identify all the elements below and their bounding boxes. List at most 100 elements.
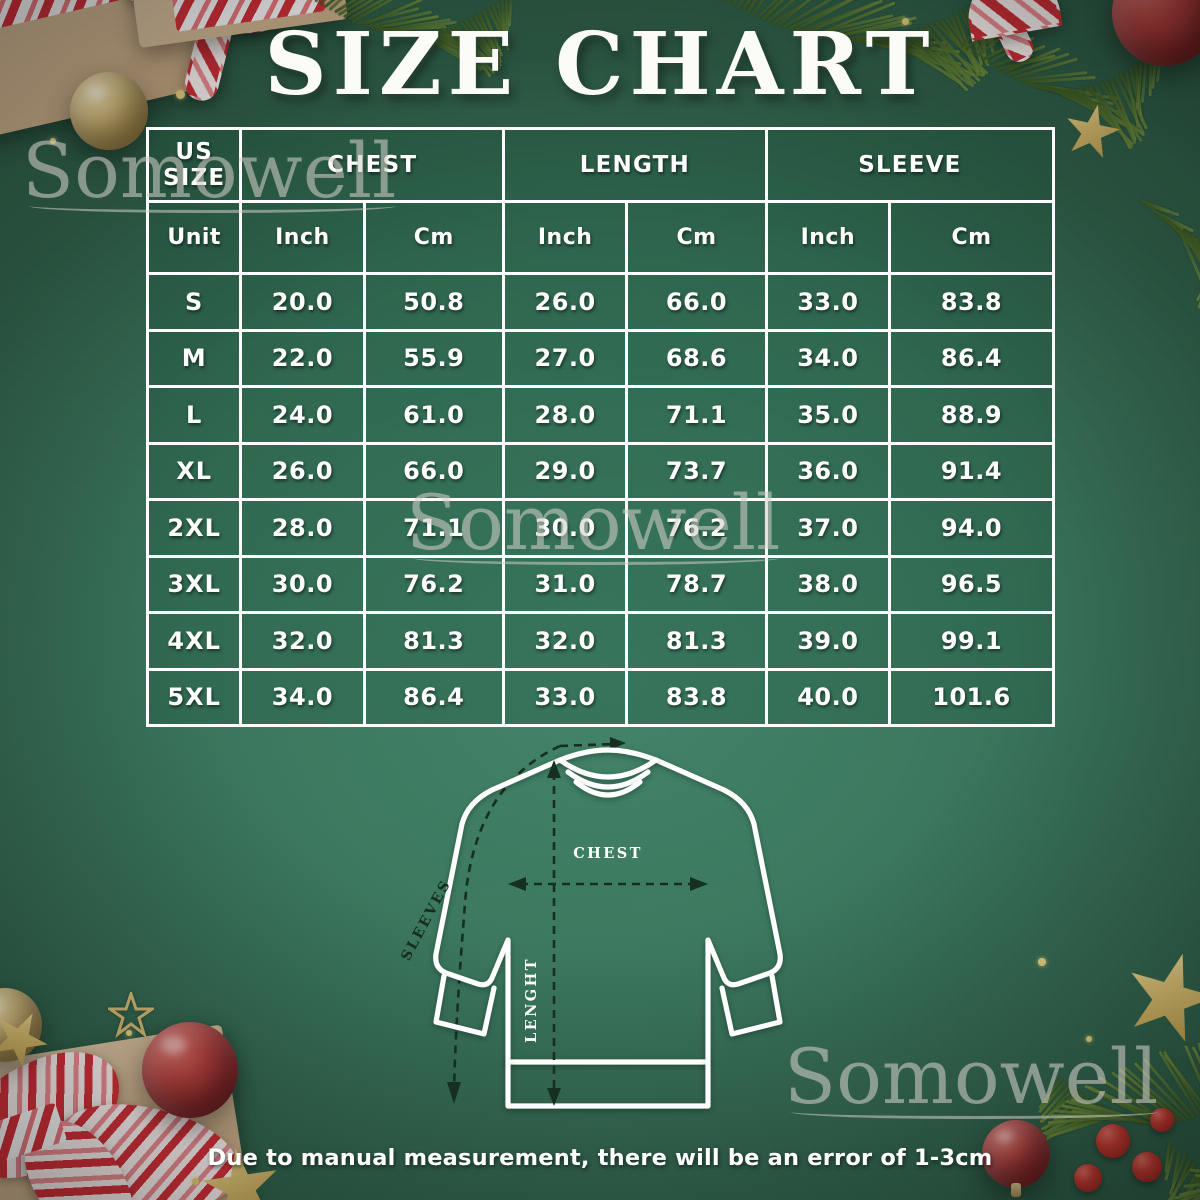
cell-chest-in: 20.0	[241, 274, 364, 331]
page-title: SIZE CHART	[0, 18, 1200, 113]
table-group-header-row: US SIZE CHEST LENGTH SLEEVE	[148, 129, 1054, 202]
cell-chest-in: 26.0	[241, 443, 364, 500]
cell-length-cm: 71.1	[627, 387, 767, 444]
cell-us-size: 4XL	[148, 613, 241, 670]
sparkle-dot	[50, 138, 56, 144]
cell-chest-cm: 50.8	[364, 274, 504, 331]
size-chart-body: S 20.0 50.8 26.0 66.0 33.0 83.8 M 22.0 55.9 27.0 68…	[148, 274, 1054, 726]
cell-sleeve-in: 40.0	[766, 669, 889, 726]
sleeve-arrow-head	[447, 1082, 461, 1104]
ornament-highlight	[0, 999, 2, 1012]
chest-arrow-right	[690, 877, 708, 891]
cell-length-cm: 73.7	[627, 443, 767, 500]
cell-sleeve-cm: 83.8	[889, 274, 1053, 331]
header-chest-inch: Inch	[241, 202, 364, 274]
length-label: LENGHT	[523, 957, 540, 1043]
cell-sleeve-cm: 99.1	[889, 613, 1053, 670]
sleeves-label: SLEEVES	[398, 877, 454, 964]
cell-length-in: 30.0	[504, 500, 627, 557]
header-length-inch: Inch	[504, 202, 627, 274]
cell-length-cm: 83.8	[627, 669, 767, 726]
chest-label: CHEST	[573, 845, 643, 862]
garment-diagram: CHEST LENGHT SLEEVES	[408, 732, 808, 1132]
table-row: L 24.0 61.0 28.0 71.1 35.0 88.9	[148, 387, 1054, 444]
table-row: 3XL 30.0 76.2 31.0 78.7 38.0 96.5	[148, 556, 1054, 613]
cell-length-cm: 78.7	[627, 556, 767, 613]
sparkle-dot	[1086, 1036, 1092, 1042]
sparkle-dot	[192, 1178, 199, 1185]
header-chest: CHEST	[241, 129, 504, 202]
cell-chest-in: 28.0	[241, 500, 364, 557]
cell-us-size: XL	[148, 443, 241, 500]
cell-length-cm: 76.2	[627, 500, 767, 557]
cell-chest-in: 24.0	[241, 387, 364, 444]
cell-length-cm: 68.6	[627, 330, 767, 387]
table-row: 4XL 32.0 81.3 32.0 81.3 39.0 99.1	[148, 613, 1054, 670]
cell-length-in: 26.0	[504, 274, 627, 331]
poster-canvas: SIZE CHART US SIZE CHEST LENGTH SLEEVE U…	[0, 0, 1200, 1200]
cell-length-in: 27.0	[504, 330, 627, 387]
cell-sleeve-in: 37.0	[766, 500, 889, 557]
cell-us-size: 5XL	[148, 669, 241, 726]
sparkle-dot	[126, 1030, 132, 1036]
cell-length-cm: 66.0	[627, 274, 767, 331]
cell-us-size: 2XL	[148, 500, 241, 557]
sleeve-measure-top	[560, 744, 614, 746]
cell-length-in: 33.0	[504, 669, 627, 726]
cell-sleeve-cm: 96.5	[889, 556, 1053, 613]
cell-sleeve-in: 33.0	[766, 274, 889, 331]
ornament-highlight	[996, 1130, 1014, 1142]
chest-arrow-left	[508, 877, 526, 891]
cell-sleeve-in: 34.0	[766, 330, 889, 387]
cell-sleeve-cm: 86.4	[889, 330, 1053, 387]
table-unit-header-row: Unit Inch Cm Inch Cm Inch Cm	[148, 202, 1054, 274]
header-sleeve-inch: Inch	[766, 202, 889, 274]
sweater-hem-band	[508, 1062, 708, 1106]
cell-length-in: 29.0	[504, 443, 627, 500]
table-row: XL 26.0 66.0 29.0 73.7 36.0 91.4	[148, 443, 1054, 500]
length-arrow-bottom	[547, 1088, 561, 1106]
header-chest-cm: Cm	[364, 202, 504, 274]
cell-chest-cm: 86.4	[364, 669, 504, 726]
ornament-cap	[1011, 1183, 1022, 1197]
cell-chest-cm: 66.0	[364, 443, 504, 500]
cell-sleeve-cm: 94.0	[889, 500, 1053, 557]
table-row: 5XL 34.0 86.4 33.0 83.8 40.0 101.6	[148, 669, 1054, 726]
cell-chest-cm: 61.0	[364, 387, 504, 444]
cell-sleeve-cm: 91.4	[889, 443, 1053, 500]
cell-sleeve-in: 39.0	[766, 613, 889, 670]
cell-chest-cm: 76.2	[364, 556, 504, 613]
table-row: 2XL 28.0 71.1 30.0 76.2 37.0 94.0	[148, 500, 1054, 557]
header-length: LENGTH	[504, 129, 767, 202]
cell-chest-in: 34.0	[241, 669, 364, 726]
cell-chest-in: 22.0	[241, 330, 364, 387]
cell-sleeve-in: 38.0	[766, 556, 889, 613]
cell-sleeve-cm: 88.9	[889, 387, 1053, 444]
header-sleeve: SLEEVE	[766, 129, 1053, 202]
table-row: M 22.0 55.9 27.0 68.6 34.0 86.4	[148, 330, 1054, 387]
header-us-size: US SIZE	[148, 129, 241, 202]
cell-chest-cm: 55.9	[364, 330, 504, 387]
cell-chest-cm: 71.1	[364, 500, 504, 557]
cell-us-size: S	[148, 274, 241, 331]
sparkle-dot	[1038, 958, 1046, 966]
ornament-red-bottom-left	[142, 1022, 238, 1118]
cell-us-size: L	[148, 387, 241, 444]
table-row: S 20.0 50.8 26.0 66.0 33.0 83.8	[148, 274, 1054, 331]
cell-length-in: 32.0	[504, 613, 627, 670]
cell-sleeve-cm: 101.6	[889, 669, 1053, 726]
size-chart-table-wrap: US SIZE CHEST LENGTH SLEEVE Unit Inch Cm…	[146, 127, 1055, 727]
berry	[1150, 1108, 1174, 1132]
cell-length-cm: 81.3	[627, 613, 767, 670]
cell-length-in: 31.0	[504, 556, 627, 613]
measurement-disclaimer: Due to manual measurement, there will be…	[0, 1145, 1200, 1171]
size-chart-table: US SIZE CHEST LENGTH SLEEVE Unit Inch Cm…	[146, 127, 1055, 727]
header-sleeve-cm: Cm	[889, 202, 1053, 274]
cell-chest-in: 30.0	[241, 556, 364, 613]
cell-us-size: M	[148, 330, 241, 387]
cell-sleeve-in: 35.0	[766, 387, 889, 444]
cell-sleeve-in: 36.0	[766, 443, 889, 500]
gold-star-bottom-right	[1113, 941, 1200, 1055]
cell-us-size: 3XL	[148, 556, 241, 613]
cell-chest-in: 32.0	[241, 613, 364, 670]
